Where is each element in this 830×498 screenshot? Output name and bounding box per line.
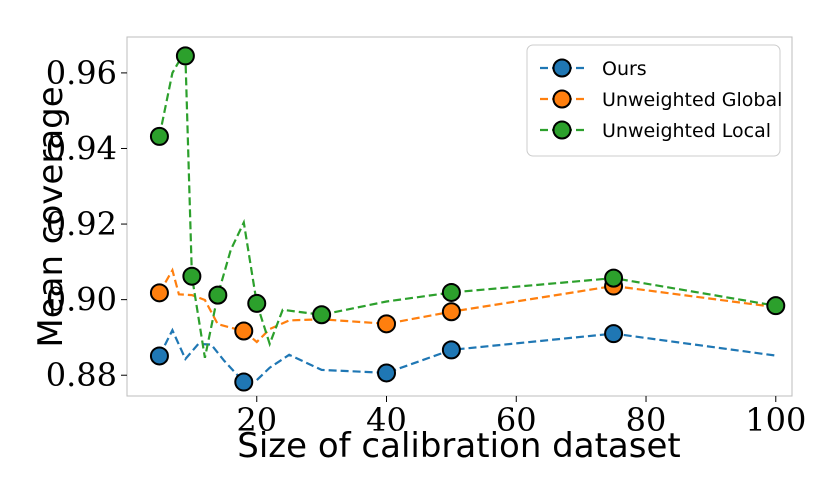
x-tick-label: 100 <box>745 401 806 439</box>
legend-item-ours: Ours <box>540 58 647 80</box>
plot-area: 20 40 60 80 100 0.88 0.90 0.92 0.94 0.96 <box>46 36 807 439</box>
series-layer <box>149 46 786 392</box>
y-tick-label: 0.94 <box>46 129 117 167</box>
y-axis-label: Mean coverage <box>31 86 71 347</box>
x-tick-label: 80 <box>626 401 667 439</box>
data-point-unweighted-global <box>234 321 254 341</box>
series-ours <box>149 324 776 392</box>
data-point-unweighted-local <box>441 282 461 302</box>
legend-label: Ours <box>602 58 647 80</box>
series-line-unweighted-local <box>158 53 776 359</box>
legend-item-unweighted-global: Unweighted Global <box>540 89 782 111</box>
data-point-unweighted-global <box>441 302 461 322</box>
x-axis-label: Size of calibration dataset <box>237 426 680 466</box>
legend-item-unweighted-local: Unweighted Local <box>540 120 771 142</box>
legend: Ours Unweighted Global Unweighted Local <box>526 44 782 157</box>
ticks-layer: 20 40 60 80 100 0.88 0.90 0.92 0.94 0.96 <box>46 54 807 439</box>
data-point-unweighted-global <box>149 283 169 303</box>
y-tick-label: 0.96 <box>46 54 117 92</box>
y-tick-label: 0.92 <box>46 205 117 243</box>
data-point-unweighted-local <box>149 126 169 146</box>
data-point-unweighted-global <box>377 314 397 334</box>
x-tick-label: 40 <box>366 401 407 439</box>
data-point-unweighted-local <box>208 285 228 305</box>
data-point-unweighted-local <box>175 46 195 66</box>
legend-marker <box>552 89 572 109</box>
data-point-ours <box>149 346 169 366</box>
legend-frame <box>526 44 781 157</box>
series-line-ours <box>158 327 776 384</box>
data-point-ours <box>604 324 624 344</box>
y-tick-label: 0.88 <box>46 356 117 394</box>
data-point-ours <box>234 372 254 392</box>
series-unweighted-local <box>149 46 786 359</box>
data-point-unweighted-local <box>247 293 267 313</box>
legend-marker <box>552 120 572 140</box>
plot-frame <box>126 36 793 397</box>
data-point-unweighted-local <box>604 268 624 288</box>
legend-label: Unweighted Global <box>602 89 782 111</box>
data-point-ours <box>377 363 397 383</box>
data-point-unweighted-local <box>182 266 202 286</box>
y-tick-label: 0.90 <box>46 281 117 319</box>
data-point-unweighted-local <box>312 305 332 325</box>
data-point-ours <box>441 340 461 360</box>
legend-marker <box>552 58 572 78</box>
data-point-unweighted-local <box>766 296 786 316</box>
x-tick-label: 20 <box>236 401 277 439</box>
series-line-unweighted-global <box>158 267 776 344</box>
x-tick-label: 60 <box>496 401 537 439</box>
legend-label: Unweighted Local <box>602 120 771 142</box>
